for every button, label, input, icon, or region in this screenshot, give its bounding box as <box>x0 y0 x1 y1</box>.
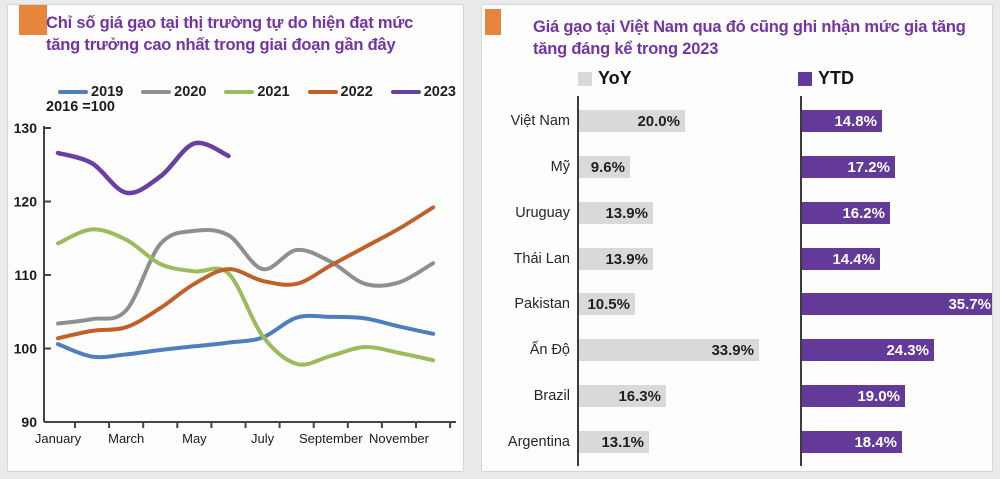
x-tick-label: July <box>251 431 275 446</box>
category-label: Mỹ <box>550 159 570 175</box>
yoy-bar: 9.6% <box>579 156 630 178</box>
ytd-bar: 14.8% <box>802 110 882 132</box>
legend-swatch <box>224 89 255 95</box>
bar-chart-card: Giá gạo tại Việt Nam qua đó cũng ghi nhậ… <box>481 4 993 472</box>
legend-label: 2022 <box>340 84 373 100</box>
legend-item-2020: 2020 <box>141 84 206 100</box>
category-label: Uruguay <box>515 205 570 221</box>
category-label: Argentina <box>507 434 570 450</box>
yoy-bar: 16.3% <box>579 385 666 407</box>
legend-swatch <box>390 89 421 95</box>
legend-swatch <box>58 89 88 95</box>
yoy-bar: 13.9% <box>579 202 653 224</box>
line-chart: 90 100 110 120 130 January March May July Septemb… <box>14 120 456 446</box>
x-tick-label: September <box>299 431 363 446</box>
legend-item-2021: 2021 <box>224 84 290 100</box>
ytd-bar: 35.7% <box>802 293 992 315</box>
ytd-bar: 19.0% <box>802 385 905 407</box>
line-series-2023 <box>55 140 231 196</box>
ytd-axis-line <box>800 96 802 466</box>
legend-item-2019: 2019 <box>58 84 123 100</box>
ytd-bar: 17.2% <box>802 156 895 178</box>
y-tick-label: 100 <box>14 341 38 357</box>
legend-item-2022: 2022 <box>307 84 373 100</box>
y-tick-label: 130 <box>14 120 38 136</box>
category-label: Ấn Độ <box>529 342 570 358</box>
yoy-legend-label: YoY <box>598 68 632 88</box>
bar-chart-area: Việt Nam 20.0% 14.8% Mỹ 9.6% 17.2% Uruguay 13.9… <box>482 5 992 471</box>
legend-swatch <box>141 89 172 95</box>
line-series-2020 <box>56 227 436 326</box>
x-tick-label: January <box>35 431 82 446</box>
ytd-bar: 24.3% <box>802 339 934 361</box>
legend-swatch <box>307 89 338 95</box>
line-chart-card: Chỉ số giá gạo tại thị trường tự do hiện… <box>7 4 464 472</box>
yoy-legend: YoY <box>578 68 632 89</box>
ytd-legend: YTD <box>798 68 854 89</box>
category-label: Thái Lan <box>513 251 570 267</box>
category-label: Pakistan <box>514 296 570 312</box>
x-tick-label: May <box>182 431 207 446</box>
legend-label: 2021 <box>257 84 290 100</box>
line-series-2022 <box>56 205 436 341</box>
ytd-bar: 18.4% <box>802 431 902 453</box>
index-base-note: 2016 =100 <box>46 99 115 115</box>
line-chart-legend: 2019 2020 2021 2022 2023 <box>58 84 456 100</box>
legend-label: 2019 <box>91 84 124 100</box>
y-tick-label: 110 <box>14 267 37 283</box>
y-tick-label: 120 <box>14 194 38 210</box>
ytd-legend-label: YTD <box>818 68 854 88</box>
ytd-bar: 14.4% <box>802 248 880 270</box>
accent-bar <box>485 9 501 35</box>
yoy-bar: 13.1% <box>579 431 649 453</box>
legend-item-2023: 2023 <box>390 84 456 100</box>
category-label: Việt Nam <box>510 113 570 129</box>
accent-bar <box>19 5 47 35</box>
line-series-2019 <box>56 313 436 360</box>
x-tick-label: November <box>369 431 430 446</box>
category-label: Brazil <box>533 388 570 404</box>
line-series-2021 <box>56 227 436 367</box>
yoy-legend-swatch <box>578 71 592 86</box>
yoy-axis-line <box>577 96 579 466</box>
yoy-bar: 13.9% <box>579 248 653 270</box>
line-chart-title: Chỉ số giá gạo tại thị trường tự do hiện… <box>46 14 414 54</box>
y-tick-label: 90 <box>21 414 37 430</box>
legend-label: 2023 <box>423 84 456 100</box>
yoy-bar: 10.5% <box>579 293 635 315</box>
x-tick-label: March <box>108 431 144 446</box>
bar-chart-title: Giá gạo tại Việt Nam qua đó cũng ghi nhậ… <box>533 18 966 58</box>
ytd-bar: 16.2% <box>802 202 890 224</box>
yoy-bar: 33.9% <box>579 339 759 361</box>
yoy-bar: 20.0% <box>579 110 685 132</box>
ytd-legend-swatch <box>798 71 812 86</box>
legend-label: 2020 <box>174 84 207 100</box>
